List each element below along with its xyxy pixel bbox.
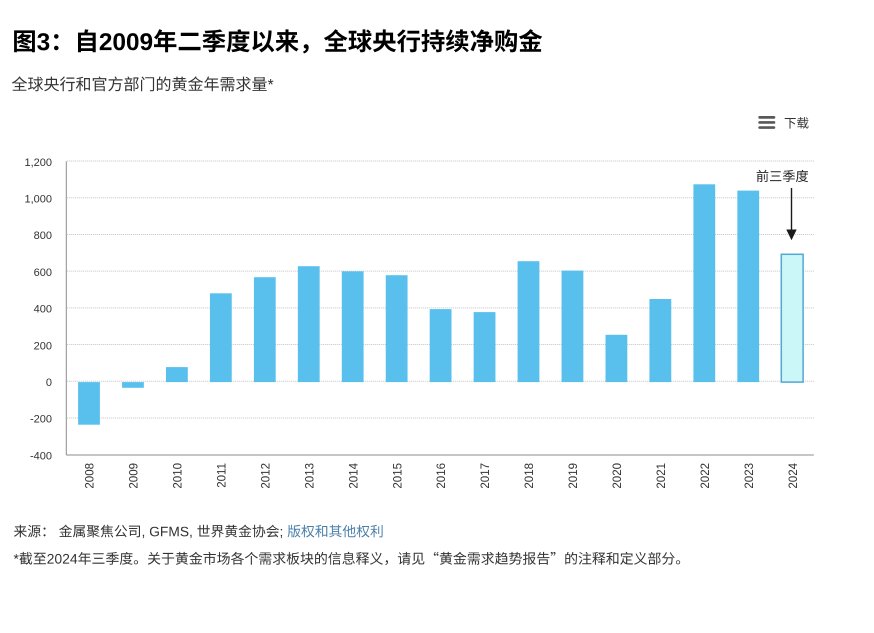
svg-text:2023: 2023 (744, 463, 756, 489)
svg-text:2024: 2024 (788, 462, 800, 488)
svg-text:-200: -200 (30, 414, 52, 426)
svg-text:1,000: 1,000 (24, 194, 52, 206)
svg-text:-400: -400 (30, 450, 52, 462)
svg-text:1,200: 1,200 (24, 157, 52, 169)
svg-text:2010: 2010 (173, 463, 185, 489)
svg-text:2008: 2008 (85, 463, 97, 489)
svg-text:2021: 2021 (656, 463, 668, 489)
svg-text:2009: 2009 (129, 463, 141, 489)
svg-text:200: 200 (34, 340, 52, 352)
svg-text:0: 0 (46, 377, 52, 389)
svg-text:2017: 2017 (480, 463, 492, 489)
svg-text:400: 400 (34, 304, 52, 316)
svg-text:600: 600 (34, 267, 52, 279)
svg-text:2020: 2020 (612, 463, 624, 489)
svg-text:2019: 2019 (568, 463, 580, 489)
svg-text:2014: 2014 (348, 462, 360, 488)
svg-text:2011: 2011 (216, 463, 228, 488)
svg-text:2013: 2013 (304, 463, 316, 489)
svg-text:2016: 2016 (436, 463, 448, 489)
svg-text:2018: 2018 (524, 463, 536, 489)
svg-text:2022: 2022 (700, 463, 712, 489)
svg-text:800: 800 (34, 230, 52, 242)
svg-text:2015: 2015 (392, 463, 404, 489)
svg-text:2012: 2012 (260, 463, 272, 489)
